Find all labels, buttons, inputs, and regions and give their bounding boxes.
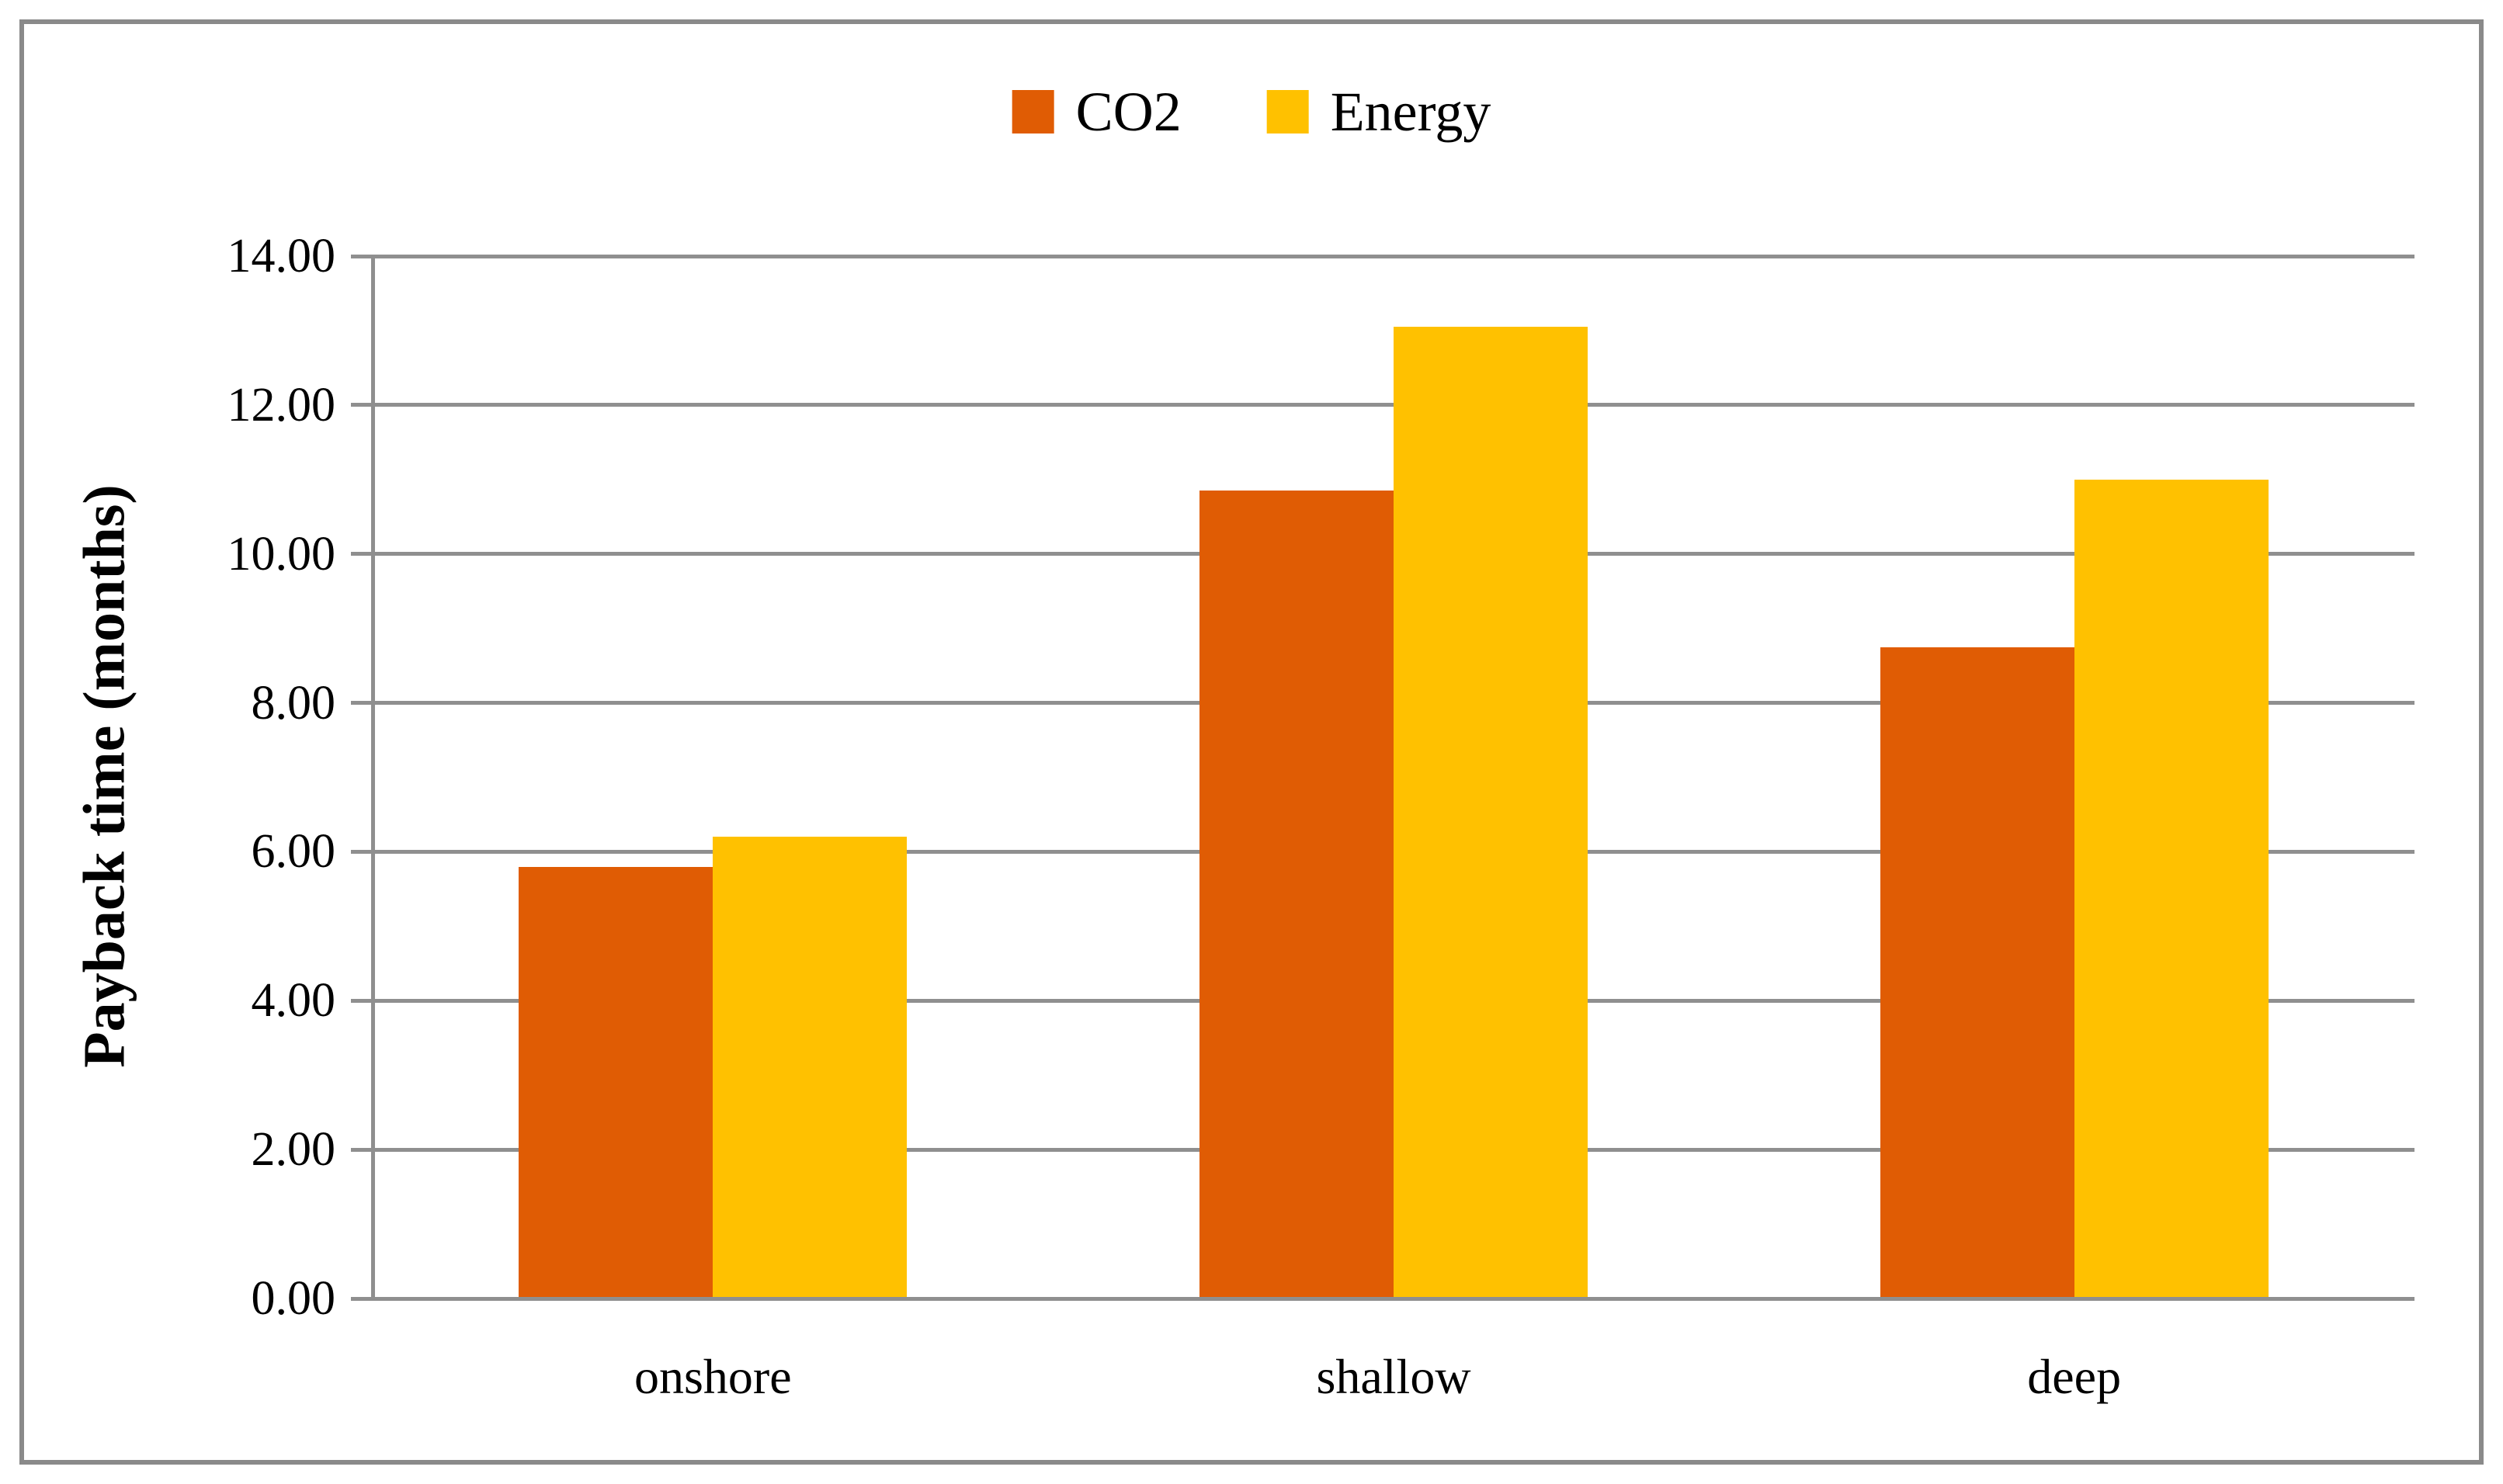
y-tick-label-14: 14.00 xyxy=(227,230,336,283)
x-category-label-deep: deep xyxy=(2027,1349,2122,1404)
y-tick-2 xyxy=(351,1147,374,1152)
legend-label-co2: CO2 xyxy=(1075,81,1182,143)
x-axis-line xyxy=(373,1297,2414,1301)
y-tick-label-10: 10.00 xyxy=(227,527,336,581)
y-tick-label-6: 6.00 xyxy=(251,825,336,879)
bar-energy-onshore xyxy=(713,837,908,1298)
y-tick-10 xyxy=(351,552,374,556)
bar-co2-onshore xyxy=(519,866,713,1298)
gridline-14 xyxy=(373,254,2414,258)
legend-swatch-co2 xyxy=(1012,90,1054,133)
plot-area xyxy=(373,254,2414,1301)
y-tick-8 xyxy=(351,701,374,706)
legend-item-co2: CO2 xyxy=(1012,84,1182,140)
legend: CO2 Energy xyxy=(1012,84,1491,140)
y-axis-line xyxy=(371,256,375,1300)
bar-energy-shallow xyxy=(1394,327,1588,1298)
legend-label-energy: Energy xyxy=(1330,81,1491,143)
legend-swatch-energy xyxy=(1266,90,1309,133)
bar-co2-deep xyxy=(1880,647,2074,1298)
y-tick-label-0: 0.00 xyxy=(251,1272,336,1325)
y-tick-label-8: 8.00 xyxy=(251,676,336,730)
bar-co2-shallow xyxy=(1199,491,1394,1298)
y-tick-4 xyxy=(351,998,374,1003)
legend-item-energy: Energy xyxy=(1266,81,1491,143)
y-tick-14 xyxy=(351,254,374,258)
y-tick-label-12: 12.00 xyxy=(227,378,336,432)
y-tick-label-4: 4.00 xyxy=(251,974,336,1028)
x-category-label-shallow: shallow xyxy=(1316,1349,1471,1404)
x-category-label-onshore: onshore xyxy=(634,1349,792,1404)
y-tick-6 xyxy=(351,849,374,854)
y-tick-label-2: 2.00 xyxy=(251,1123,336,1177)
bar-energy-deep xyxy=(2074,479,2269,1298)
y-tick-0 xyxy=(351,1296,374,1301)
y-tick-12 xyxy=(351,403,374,407)
